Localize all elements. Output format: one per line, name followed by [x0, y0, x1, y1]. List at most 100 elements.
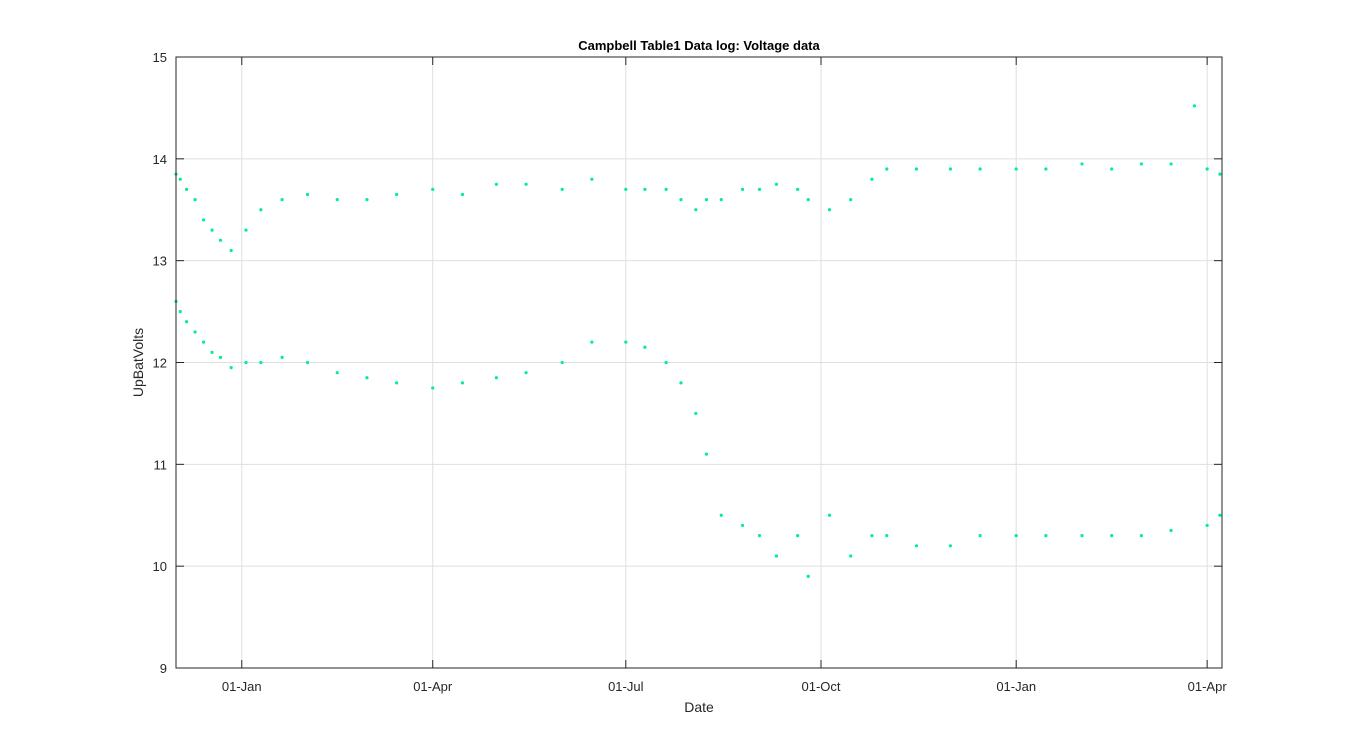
grid-lines — [176, 57, 1222, 668]
axis-ticks: 9 10 11 12 13 14 15 01-Jan 01-Apr 01-Jul 01-Oct 01-… — [153, 50, 1228, 694]
data-point — [305, 192, 310, 197]
data-point — [229, 365, 233, 370]
data-point — [757, 534, 762, 538]
data-point — [259, 360, 263, 365]
x-tick-label: 01-Jan — [996, 679, 1036, 694]
data-point — [1205, 167, 1209, 171]
x-tick-label: 01-Apr — [413, 679, 453, 694]
data-point — [305, 360, 310, 365]
y-tick-label: 10 — [153, 559, 167, 574]
data-point — [335, 197, 339, 202]
data-point — [827, 208, 832, 212]
data-point — [870, 534, 874, 538]
data-point — [494, 376, 498, 380]
x-axis-label: Date — [684, 699, 714, 715]
data-point — [704, 197, 709, 202]
data-point — [1139, 534, 1143, 538]
y-tick-label: 12 — [153, 356, 167, 371]
data-point — [193, 197, 197, 202]
data-point — [178, 309, 182, 314]
data-point — [624, 340, 628, 344]
chart-title: Campbell Table1 Data log: Voltage data — [578, 38, 820, 53]
data-point — [664, 360, 668, 365]
data-point — [431, 386, 435, 390]
x-tick-label: 01-Oct — [801, 679, 840, 694]
data-point — [1014, 167, 1018, 171]
data-point — [244, 228, 248, 232]
y-tick-label: 15 — [153, 50, 167, 65]
data-point — [218, 355, 223, 360]
data-point — [1169, 528, 1173, 533]
data-point — [740, 187, 745, 191]
data-point — [185, 320, 189, 324]
y-axis-label: UpBatVolts — [130, 328, 146, 397]
data-point — [280, 355, 284, 360]
data-point — [494, 182, 498, 186]
data-point — [229, 248, 233, 253]
data-point — [757, 187, 762, 191]
data-point — [870, 177, 874, 181]
data-point — [560, 187, 564, 191]
data-point — [849, 554, 853, 558]
data-point — [1110, 167, 1114, 171]
data-point — [796, 187, 800, 191]
data-point — [210, 350, 214, 354]
data-point — [178, 177, 182, 181]
data-point — [1205, 523, 1209, 528]
data-point — [624, 187, 628, 191]
data-point — [643, 187, 647, 191]
data-point — [1169, 162, 1173, 166]
data-point — [460, 381, 465, 385]
data-point — [679, 381, 683, 385]
data-point — [1080, 534, 1084, 538]
y-tick-label: 11 — [154, 457, 168, 472]
data-point — [774, 554, 779, 558]
data-point — [679, 197, 683, 202]
data-point — [1044, 167, 1048, 171]
x-tick-label: 01-Apr — [1188, 679, 1228, 694]
data-point — [719, 197, 723, 202]
data-point — [774, 182, 779, 186]
data-point — [948, 544, 953, 548]
data-point — [796, 534, 800, 538]
data-point — [460, 192, 465, 197]
data-point — [827, 513, 832, 517]
data-point — [335, 371, 339, 375]
data-point — [185, 187, 189, 191]
data-point — [643, 345, 647, 349]
x-tick-label: 01-Jul — [608, 679, 644, 694]
data-point — [193, 330, 197, 334]
data-point — [806, 197, 810, 202]
data-point — [806, 574, 810, 578]
y-tick-label: 9 — [160, 661, 167, 676]
data-points — [174, 104, 1222, 578]
data-point — [1218, 172, 1222, 176]
y-tick-label: 14 — [153, 152, 167, 167]
data-point — [694, 208, 698, 212]
data-point — [365, 197, 369, 202]
data-point — [395, 381, 399, 385]
data-point — [1139, 162, 1143, 166]
data-point — [664, 187, 668, 191]
data-point — [704, 452, 709, 456]
data-point — [948, 167, 953, 171]
data-point — [590, 340, 594, 344]
data-point — [524, 182, 528, 186]
data-point — [1218, 513, 1222, 517]
data-point — [978, 167, 982, 171]
data-point — [885, 167, 889, 171]
data-point — [1044, 534, 1048, 538]
data-point — [978, 534, 982, 538]
y-tick-label: 13 — [153, 254, 167, 269]
data-point — [914, 544, 919, 548]
data-point — [560, 360, 564, 365]
data-point — [914, 167, 919, 171]
data-point — [1014, 534, 1018, 538]
data-point — [740, 523, 745, 528]
data-point — [280, 197, 284, 202]
data-point — [590, 177, 594, 181]
data-point — [524, 371, 528, 375]
x-tick-label: 01-Jan — [222, 679, 262, 694]
data-point — [259, 208, 263, 212]
